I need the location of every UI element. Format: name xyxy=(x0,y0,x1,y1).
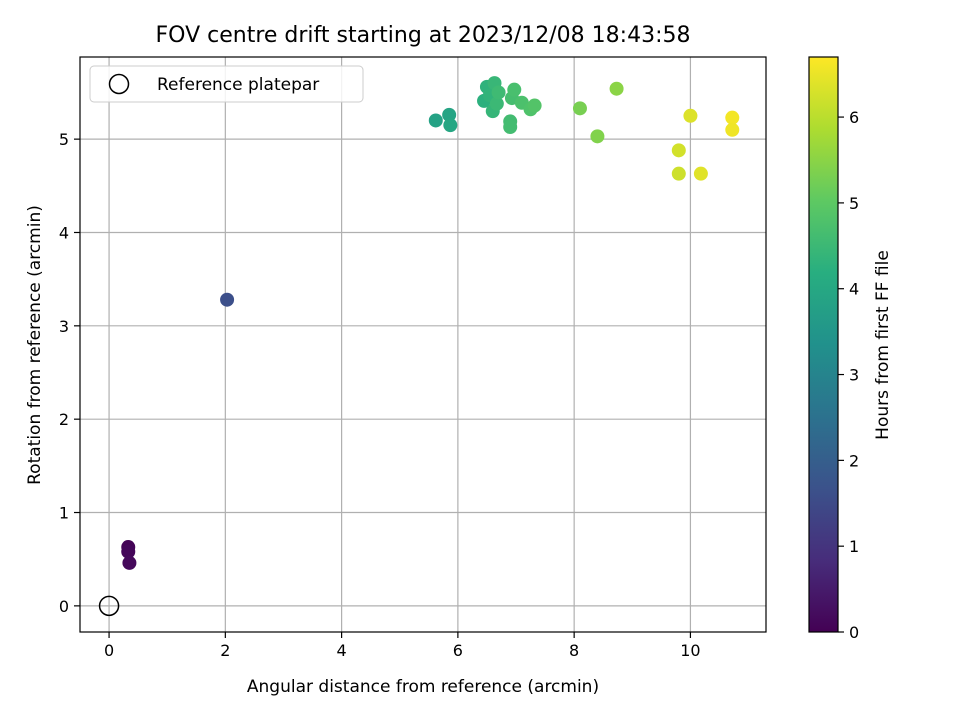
y-tick-label: 2 xyxy=(59,410,69,429)
x-tick-label: 4 xyxy=(337,641,347,660)
data-point xyxy=(122,555,137,570)
data-point xyxy=(725,122,740,137)
data-point xyxy=(572,101,587,116)
y-tick-label: 3 xyxy=(59,317,69,336)
chart-title: FOV centre drift starting at 2023/12/08 … xyxy=(156,23,691,48)
data-point xyxy=(428,113,443,128)
colorbar-tick-label: 6 xyxy=(849,108,859,127)
colorbar-tick-label: 4 xyxy=(849,280,859,299)
colorbar-tick-label: 0 xyxy=(849,623,859,642)
colorbar-tick-label: 2 xyxy=(849,451,859,470)
data-point xyxy=(527,98,542,113)
x-tick-label: 0 xyxy=(104,641,114,660)
data-point xyxy=(725,110,740,125)
colorbar-ticks: 0 1 2 3 4 5 6 xyxy=(838,108,859,642)
y-axis-label: Rotation from reference (arcmin) xyxy=(25,205,45,485)
data-point xyxy=(220,292,235,307)
data-point xyxy=(671,143,686,158)
colorbar-tick-label: 1 xyxy=(849,537,859,556)
y-tick-label: 1 xyxy=(59,504,69,523)
data-point xyxy=(590,129,605,144)
data-point xyxy=(489,96,504,111)
y-axis-ticks: 0 1 2 3 4 5 xyxy=(59,130,80,616)
legend-label-reference: Reference platepar xyxy=(157,75,319,95)
data-point xyxy=(671,166,686,181)
data-point xyxy=(683,108,698,123)
legend: Reference platepar xyxy=(89,65,364,103)
data-point xyxy=(121,544,136,559)
colorbar-label: Hours from first FF file xyxy=(873,250,893,440)
colorbar: 0 1 2 3 4 5 6 Hours from first FF file xyxy=(808,56,893,642)
x-axis-label: Angular distance from reference (arcmin) xyxy=(247,677,599,697)
data-point xyxy=(442,107,457,122)
data-point xyxy=(503,120,518,135)
reference-platepar-marker xyxy=(98,595,120,617)
data-point xyxy=(443,118,458,133)
x-tick-label: 2 xyxy=(220,641,230,660)
grid xyxy=(80,57,766,632)
x-tick-label: 8 xyxy=(569,641,579,660)
data-point xyxy=(507,82,522,97)
colorbar-tick-label: 3 xyxy=(849,366,859,385)
legend-box xyxy=(89,65,364,103)
x-tick-label: 10 xyxy=(680,641,700,660)
x-tick-label: 6 xyxy=(453,641,463,660)
colorbar-gradient xyxy=(808,56,839,633)
data-point xyxy=(491,85,506,100)
y-tick-label: 4 xyxy=(59,223,69,242)
plot-frame xyxy=(79,56,767,633)
legend-marker-hollow-circle xyxy=(108,73,130,95)
data-point xyxy=(609,81,624,96)
reference-marker-layer xyxy=(98,595,120,617)
x-axis-ticks: 0 2 4 6 8 10 xyxy=(104,632,701,660)
data-points xyxy=(121,76,740,570)
data-point xyxy=(693,166,708,181)
colorbar-tick-label: 5 xyxy=(849,194,859,213)
y-tick-label: 5 xyxy=(59,130,69,149)
y-tick-label: 0 xyxy=(59,597,69,616)
